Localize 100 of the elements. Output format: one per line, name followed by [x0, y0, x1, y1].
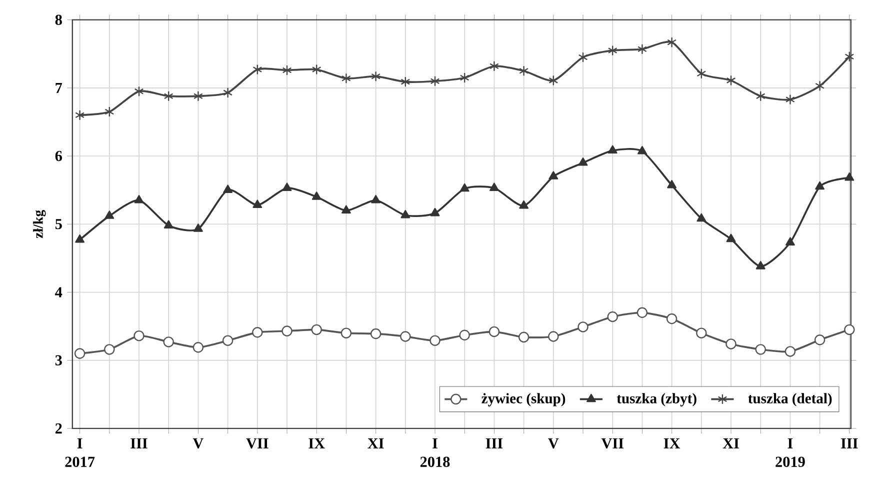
point: [400, 210, 410, 218]
point: [164, 90, 174, 102]
x-tick-label: III: [841, 438, 858, 448]
point: [252, 327, 263, 338]
point: [104, 210, 114, 219]
point: [104, 106, 114, 118]
x-tick-label: I 2018: [420, 438, 450, 468]
point: [193, 224, 203, 232]
point: [371, 71, 381, 82]
point: [312, 192, 322, 200]
x-tick-label: XI: [368, 438, 384, 448]
point: [489, 60, 499, 72]
point: [785, 237, 795, 246]
x-tick-label: I 2017: [65, 438, 95, 468]
point: [282, 326, 292, 336]
point: [607, 311, 618, 322]
point: [784, 346, 796, 357]
x-tick-label: III: [486, 438, 503, 448]
point: [815, 181, 825, 190]
point: [815, 80, 825, 92]
point: [222, 335, 234, 346]
point: [608, 45, 618, 56]
point: [341, 73, 351, 84]
y-tick-label: 7: [56, 82, 62, 93]
point: [430, 76, 440, 86]
point: [726, 75, 736, 86]
point: [755, 344, 766, 355]
point: [223, 87, 233, 98]
point: [519, 66, 529, 76]
point: [726, 338, 736, 350]
point: [371, 194, 381, 204]
point: [667, 36, 677, 48]
point: [312, 64, 322, 75]
point: [785, 94, 795, 105]
point: [75, 234, 85, 243]
point: [223, 184, 233, 194]
point: [104, 344, 115, 355]
point: [134, 86, 144, 97]
point: [488, 326, 500, 338]
point: [430, 208, 440, 216]
x-tick-label: III: [130, 438, 148, 448]
point: [400, 331, 411, 342]
point: [636, 307, 648, 318]
point: [637, 146, 647, 154]
x-tick-label: VII: [601, 438, 624, 449]
y-tick-label: 2: [55, 423, 62, 434]
point: [696, 328, 707, 338]
x-tick-label: XI: [722, 438, 739, 448]
y-tick-label: 5: [55, 219, 62, 230]
point: [282, 182, 292, 192]
point: [134, 194, 144, 204]
point: [192, 342, 204, 353]
point: [400, 76, 410, 88]
point: [578, 158, 588, 166]
point: [74, 348, 86, 359]
point: [756, 90, 766, 102]
point: [370, 328, 382, 340]
point: [844, 51, 854, 62]
legend-label: tuszka (detal): [748, 393, 832, 406]
x-tick-label: VII: [246, 438, 268, 449]
point: [844, 172, 854, 181]
y-tick-label: 8: [55, 14, 62, 25]
point: [341, 205, 351, 214]
y-tick-label: 4: [55, 287, 62, 298]
point: [340, 328, 352, 338]
point: [696, 213, 706, 222]
x-tick-label: IX: [308, 438, 325, 448]
point: [548, 75, 558, 86]
point: [844, 324, 855, 336]
x-tick-label: I 2019: [776, 438, 805, 468]
point: [163, 336, 174, 348]
point: [696, 68, 706, 80]
point: [252, 64, 262, 75]
point: [666, 313, 678, 324]
point: [548, 171, 558, 180]
point: [282, 64, 292, 76]
point: [518, 332, 530, 343]
x-tick-label: V: [192, 438, 204, 449]
point: [134, 330, 144, 342]
legend-label: tuszka (zbyt): [616, 393, 696, 406]
point: [637, 44, 647, 54]
point: [578, 52, 588, 63]
point: [548, 331, 559, 342]
point: [608, 145, 618, 154]
point: [460, 183, 470, 192]
y-tick-label: 3: [55, 355, 62, 366]
x-tick-label: V: [548, 438, 559, 449]
point: [460, 72, 470, 84]
point: [667, 180, 677, 188]
point: [430, 335, 440, 346]
point: [459, 330, 470, 341]
point: [252, 200, 262, 208]
point: [519, 200, 529, 209]
point: [75, 110, 85, 121]
point: [311, 324, 322, 336]
point: [578, 322, 588, 332]
x-tick-label: IX: [664, 438, 680, 448]
y-axis-title: zł/kg: [33, 210, 46, 238]
y-tick-label: 6: [55, 150, 62, 162]
point: [193, 90, 203, 102]
